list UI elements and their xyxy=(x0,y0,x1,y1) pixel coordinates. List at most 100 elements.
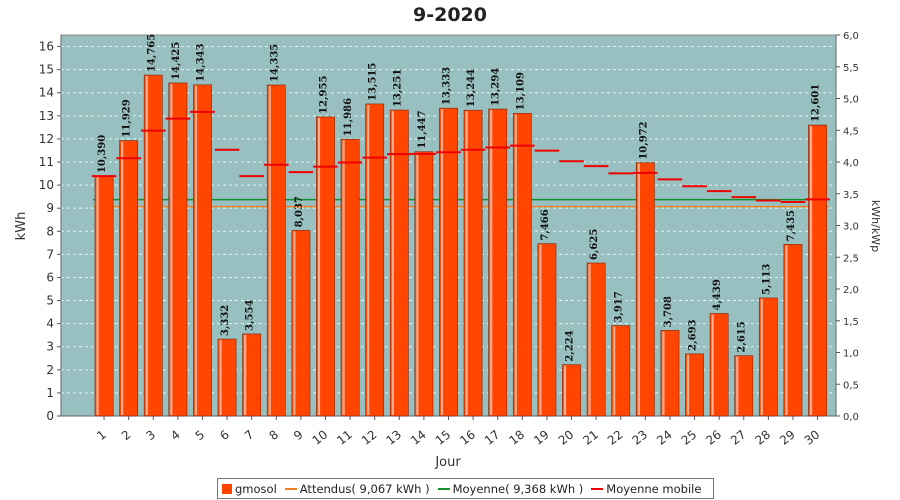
data-label: 7,435 xyxy=(786,210,797,241)
bar xyxy=(685,353,704,417)
x-tick-label: 30 xyxy=(802,427,823,447)
y-tick-label: 8 xyxy=(46,224,54,238)
x-tick-label: 9 xyxy=(291,427,306,443)
data-label: 2,615 xyxy=(737,321,748,352)
bar xyxy=(217,338,237,417)
bar-highlight xyxy=(662,331,665,415)
chart-title: 9-2020 xyxy=(413,4,487,26)
x-tick-label: 3 xyxy=(143,427,158,443)
bar-highlight xyxy=(711,314,714,415)
bar-highlight xyxy=(416,152,419,416)
bar-body xyxy=(685,353,704,417)
bar-highlight xyxy=(490,110,493,416)
bar-highlight xyxy=(391,111,394,415)
data-label: 7,466 xyxy=(540,209,551,240)
bar-highlight xyxy=(613,326,616,415)
legend-swatch-gmosol xyxy=(222,483,232,494)
legend-line-attendus xyxy=(284,487,297,490)
y-axis-right: 0,0 0,5 1,0 1,5 2,0 2,5 3,0 3,5 4,0 4,5 5,0 5,5 6,0 xyxy=(835,31,859,423)
data-label: 12,955 xyxy=(318,76,329,114)
y-tick-label: 11 xyxy=(39,155,54,169)
x-tick-label: 4 xyxy=(168,427,183,443)
bar-highlight xyxy=(785,245,788,415)
data-label: 13,251 xyxy=(392,69,403,107)
moving-average-marks xyxy=(91,110,830,203)
data-label: 13,333 xyxy=(442,67,453,105)
bar-highlight xyxy=(637,163,640,415)
y-tick-label: 9 xyxy=(46,201,54,215)
y-right-tick-label: 2,5 xyxy=(843,253,859,264)
bar xyxy=(586,262,606,417)
x-tick-label: 28 xyxy=(753,427,774,447)
bar xyxy=(389,109,409,417)
bar-body xyxy=(488,108,508,417)
x-tick-label: 5 xyxy=(193,427,208,443)
y-right-tick-label: 4,5 xyxy=(843,126,859,137)
y-tick-label: 10 xyxy=(39,178,54,192)
data-label: 4,439 xyxy=(712,279,723,310)
x-axis: 1 2 3 4 5 6 7 8 9 10 11 12 13 14 15 16 17 18 19 20 21 22 23 24 2… xyxy=(61,415,836,448)
legend-item-moyenne-mobile: Moyenne mobile xyxy=(591,482,701,496)
data-label: 10,972 xyxy=(638,121,649,159)
bar-body xyxy=(414,151,434,417)
bar xyxy=(660,330,680,417)
bar-body xyxy=(168,82,188,417)
bar-highlight xyxy=(244,334,247,415)
data-label: 11,986 xyxy=(343,98,354,136)
bar xyxy=(119,140,139,417)
legend-label-attendus: Attendus( 9,067 kWh ) xyxy=(299,481,430,496)
bar-body xyxy=(586,262,606,417)
bar-highlight xyxy=(342,140,345,415)
data-label: 8,037 xyxy=(294,196,305,227)
y-tick-label: 3 xyxy=(46,340,54,354)
x-tick-label: 2 xyxy=(119,427,134,443)
bar xyxy=(291,230,311,417)
x-tick-label: 8 xyxy=(266,427,281,443)
y-right-tick-label: 2,0 xyxy=(843,285,859,296)
x-tick-label: 27 xyxy=(728,427,749,447)
x-tick-label: 15 xyxy=(433,427,454,447)
data-label: 11,929 xyxy=(122,99,133,137)
bar-body xyxy=(365,103,385,417)
bar-body xyxy=(389,109,409,417)
bar xyxy=(783,244,803,417)
data-label: 6,625 xyxy=(589,229,600,260)
y-tick-label: 16 xyxy=(39,40,54,54)
bar-highlight xyxy=(96,177,99,415)
y-right-tick-label: 1,0 xyxy=(843,349,859,360)
y-tick-label: 5 xyxy=(46,294,54,308)
x-tick-label: 14 xyxy=(408,427,429,447)
bar-highlight xyxy=(563,365,567,415)
y-right-tick-label: 5,5 xyxy=(843,63,859,74)
bar xyxy=(365,103,385,417)
data-label: 3,332 xyxy=(220,305,231,336)
y-tick-label: 12 xyxy=(39,132,54,146)
bar-body xyxy=(193,84,212,417)
bar xyxy=(340,138,360,417)
bar xyxy=(463,109,483,417)
bar-body xyxy=(562,364,581,417)
bar-body xyxy=(439,107,458,417)
y-tick-label: 1 xyxy=(46,386,54,400)
data-label: 3,708 xyxy=(663,296,674,327)
x-tick-label: 12 xyxy=(359,427,380,447)
y-tick-label: 4 xyxy=(46,317,54,331)
legend-label-gmosol: gmosol xyxy=(235,481,277,496)
bar xyxy=(143,74,163,417)
x-tick-label: 7 xyxy=(242,427,257,443)
data-label: 3,917 xyxy=(614,291,625,322)
y-right-tick-label: 5,0 xyxy=(843,95,859,106)
bar xyxy=(266,84,286,417)
bar xyxy=(242,333,262,417)
bar-body xyxy=(709,313,729,417)
bar-body xyxy=(463,109,483,417)
data-label: 13,109 xyxy=(515,72,526,110)
bar-body xyxy=(291,230,311,417)
y-right-tick-label: 0,5 xyxy=(843,380,859,391)
bar-highlight xyxy=(170,83,173,415)
x-tick-label: 16 xyxy=(457,427,478,447)
bar xyxy=(635,162,655,417)
x-tick-label: 17 xyxy=(482,427,503,447)
